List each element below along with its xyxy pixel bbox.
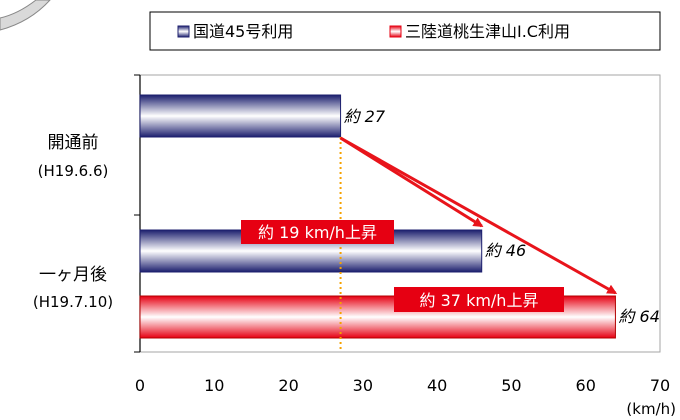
- legend-swatch-blue: [177, 25, 190, 38]
- annotation-text-route45: 約 19 km/h上昇: [258, 223, 377, 242]
- legend: 国道45号利用 三陸道桃生津山I.C利用: [149, 11, 661, 51]
- category-label-before: 開通前: [48, 133, 99, 153]
- legend-frame: [149, 11, 661, 51]
- x-tick-label: 0: [135, 376, 145, 395]
- annotation-box-route45: [241, 220, 394, 244]
- value-label-after-sanriku: 約 64: [618, 307, 659, 326]
- x-axis-unit: (km/h): [626, 400, 676, 418]
- x-tick-label: 30: [353, 376, 373, 395]
- bar-before-route45: [139, 94, 342, 138]
- value-label-after-route45: 約 46: [485, 241, 526, 260]
- category-label-after: 一ヶ月後: [39, 265, 107, 285]
- value-label-before-route45: 約 27: [344, 107, 386, 126]
- corner-decoration: [0, 0, 51, 31]
- category-sublabel-before: (H19.6.6): [38, 162, 109, 180]
- category-sublabel-after: (H19.7.10): [33, 293, 113, 311]
- x-tick-label: 20: [278, 376, 298, 395]
- legend-swatch-red: [389, 25, 402, 38]
- x-tick-label: 10: [204, 376, 224, 395]
- x-tick-label: 60: [576, 376, 596, 395]
- legend-label-series-1: 国道45号利用: [193, 22, 293, 41]
- legend-label-series-2: 三陸道桃生津山I.C利用: [405, 22, 570, 41]
- x-axis-ticks: 0 10 20 30 40 50 60 70: [135, 376, 670, 395]
- x-tick-label: 50: [501, 376, 521, 395]
- annotation-text-sanriku: 約 37 km/h上昇: [420, 291, 539, 310]
- increase-arrow-sanriku: [339, 136, 618, 295]
- x-tick-label: 70: [650, 376, 670, 395]
- annotation-box-sanriku: [394, 287, 564, 312]
- x-tick-label: 40: [427, 376, 447, 395]
